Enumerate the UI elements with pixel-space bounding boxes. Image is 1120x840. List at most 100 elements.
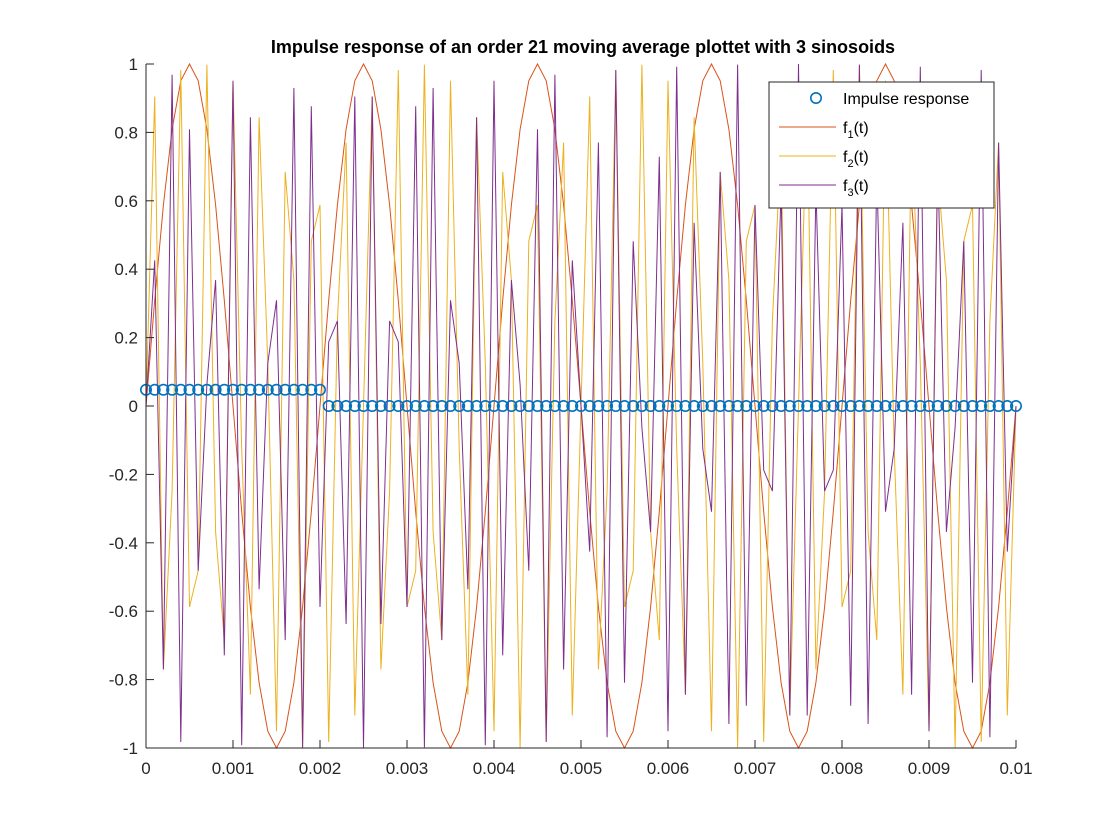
- x-axis-ticks: 0 0.001 0.002 0.003 0.004 0.005 0.006 0.007 0.00…: [141, 740, 1033, 778]
- impulse-response-point: [192, 383, 205, 396]
- impulse-response-point: [792, 399, 805, 412]
- impulse-response-point: [1009, 399, 1022, 412]
- impulse-response-point: [757, 399, 770, 412]
- impulse-response-point: [714, 399, 727, 412]
- impulse-response-point: [966, 399, 979, 412]
- legend-box: [768, 81, 995, 209]
- impulse-response-point: [940, 399, 953, 412]
- impulse-response-point: [470, 399, 483, 412]
- impulse-response-point: [400, 399, 413, 412]
- impulse-response-point: [601, 399, 614, 412]
- plot-series-markers: [140, 383, 1022, 412]
- impulse-response-point: [479, 399, 492, 412]
- x-tick-label: 0.006: [647, 759, 690, 778]
- impulse-response-point: [322, 399, 335, 412]
- impulse-response-point: [688, 399, 701, 412]
- impulse-response-point: [183, 383, 196, 396]
- impulse-response-point: [818, 399, 831, 412]
- x-tick-label: 0: [141, 759, 150, 778]
- x-tick-label: 0.008: [821, 759, 864, 778]
- impulse-response-point: [287, 383, 300, 396]
- impulse-response-point: [1001, 399, 1014, 412]
- impulse-response-point: [157, 383, 170, 396]
- legend-suffix: (t): [854, 120, 869, 137]
- impulse-response-point: [722, 399, 735, 412]
- impulse-response-point: [392, 399, 405, 412]
- impulse-response-point: [783, 399, 796, 412]
- impulse-response-point: [166, 383, 179, 396]
- impulse-response-point: [870, 399, 883, 412]
- impulse-response-point: [731, 399, 744, 412]
- impulse-response-point: [635, 399, 648, 412]
- impulse-response-point: [957, 399, 970, 412]
- x-tick-label: 0.004: [473, 759, 516, 778]
- impulse-response-point: [200, 383, 213, 396]
- impulse-response-point: [566, 399, 579, 412]
- y-tick-label: 1: [129, 55, 138, 74]
- impulse-response-point: [409, 399, 422, 412]
- x-tick-label: 0.01: [999, 759, 1032, 778]
- impulse-response-point: [896, 399, 909, 412]
- legend-marker: [809, 92, 822, 105]
- x-tick-label: 0.009: [908, 759, 951, 778]
- impulse-response-point: [809, 399, 822, 412]
- impulse-response-point: [862, 399, 875, 412]
- impulse-response-point: [331, 399, 344, 412]
- impulse-response-point: [853, 399, 866, 412]
- impulse-response-point: [583, 399, 596, 412]
- series-line-3: [145, 63, 1017, 749]
- y-tick-label: -0.6: [109, 602, 138, 621]
- chart-title: Impulse response of an order 21 moving a…: [271, 37, 895, 57]
- impulse-response-point: [487, 399, 500, 412]
- impulse-response-point: [844, 399, 857, 412]
- impulse-response-point: [374, 399, 387, 412]
- impulse-response-point: [514, 399, 527, 412]
- x-tick-label: 0.005: [560, 759, 603, 778]
- impulse-response-point: [453, 399, 466, 412]
- impulse-response-point: [592, 399, 605, 412]
- impulse-response-point: [914, 399, 927, 412]
- impulse-response-point: [427, 399, 440, 412]
- impulse-response-point: [748, 399, 761, 412]
- impulse-response-point: [505, 399, 518, 412]
- impulse-response-point: [705, 399, 718, 412]
- impulse-response-point: [905, 399, 918, 412]
- legend-subscript: 2: [847, 158, 853, 170]
- impulse-response-point: [888, 399, 901, 412]
- y-tick-label: 0.6: [114, 192, 138, 211]
- impulse-response-point: [835, 399, 848, 412]
- impulse-response-point: [644, 399, 657, 412]
- impulse-response-point: [609, 399, 622, 412]
- impulse-response-point: [557, 399, 570, 412]
- impulse-response-point: [879, 399, 892, 412]
- impulse-response-point: [522, 399, 535, 412]
- y-tick-label: 0: [129, 397, 138, 416]
- impulse-response-point: [357, 399, 370, 412]
- impulse-response-point: [618, 399, 631, 412]
- impulse-response-point: [261, 383, 274, 396]
- impulse-response-point: [279, 383, 292, 396]
- impulse-response-point: [992, 399, 1005, 412]
- legend-label: Impulse response: [843, 91, 969, 108]
- x-tick-label: 0.003: [386, 759, 429, 778]
- impulse-response-point: [218, 383, 231, 396]
- impulse-response-point: [975, 399, 988, 412]
- impulse-response-point: [531, 399, 544, 412]
- impulse-response-point: [775, 399, 788, 412]
- impulse-response-point: [679, 399, 692, 412]
- impulse-response-point: [313, 383, 326, 396]
- y-tick-label: -1: [123, 739, 138, 758]
- impulse-response-point: [244, 383, 257, 396]
- y-tick-label: 0.8: [114, 123, 138, 142]
- impulse-response-point: [661, 399, 674, 412]
- legend-suffix: (t): [854, 178, 869, 195]
- impulse-response-point: [931, 399, 944, 412]
- impulse-response-point: [496, 399, 509, 412]
- x-tick-label: 0.007: [734, 759, 777, 778]
- impulse-response-point: [444, 399, 457, 412]
- y-axis-ticks: -1 -0.8 -0.6 -0.4 -0.2 0 0.2 0.4 0.6 0.8 1: [109, 55, 154, 758]
- impulse-response-point: [227, 383, 240, 396]
- impulse-response-point: [253, 383, 266, 396]
